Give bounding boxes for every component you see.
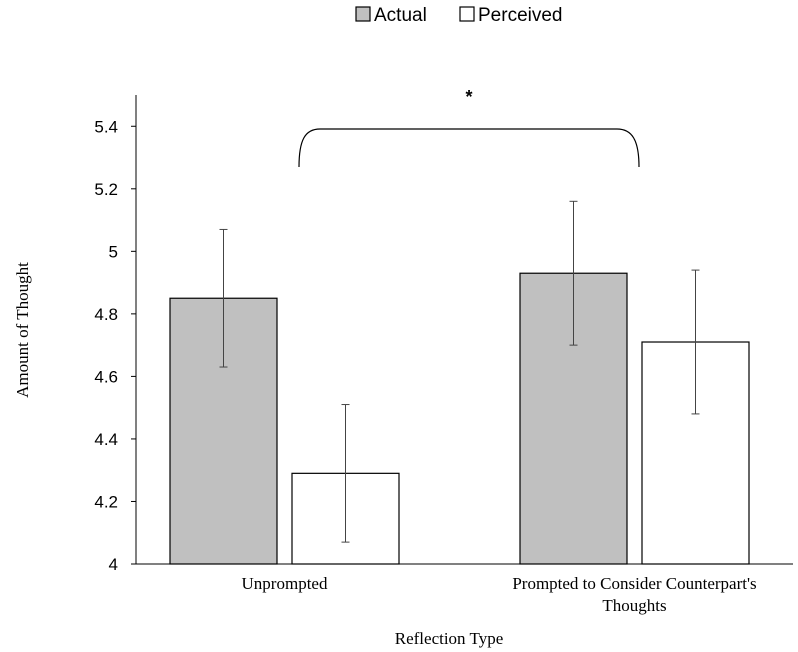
legend-swatch-perceived [459, 6, 475, 22]
legend-label-perceived: Perceived [478, 5, 563, 26]
y-axis-title: Amount of Thought [13, 262, 32, 398]
x-category-label: Unprompted [242, 574, 328, 593]
x-axis-title: Reflection Type [395, 629, 504, 648]
significance-bracket [298, 128, 640, 168]
x-category-label: Prompted to Consider Counterpart's [512, 574, 756, 593]
y-tick-label: 4.6 [94, 367, 118, 386]
y-tick-label: 5 [109, 242, 118, 261]
y-tick-label: 4.4 [94, 430, 118, 449]
category-labels: Unprompted Prompted to Consider Counterpa… [242, 574, 757, 615]
y-tick-label: 4 [109, 555, 118, 574]
y-ticks: 4 4.2 4.4 4.6 4.8 5 5.2 5.4 [94, 117, 136, 574]
y-tick-label: 5.4 [94, 117, 118, 136]
bars [169, 272, 750, 565]
error-bars [219, 200, 700, 543]
legend-swatch-actual [355, 6, 371, 22]
y-tick-label: 5.2 [94, 180, 118, 199]
x-category-label: Thoughts [602, 596, 666, 615]
y-tick-label: 4.2 [94, 492, 118, 511]
legend-label-actual: Actual [374, 5, 427, 26]
significance-marker: * [465, 87, 472, 107]
y-tick-label: 4.8 [94, 305, 118, 324]
bar-actual-prompted-to-consider-counterpart-s-thoughts [519, 272, 628, 565]
legend: Actual Perceived [355, 5, 563, 26]
